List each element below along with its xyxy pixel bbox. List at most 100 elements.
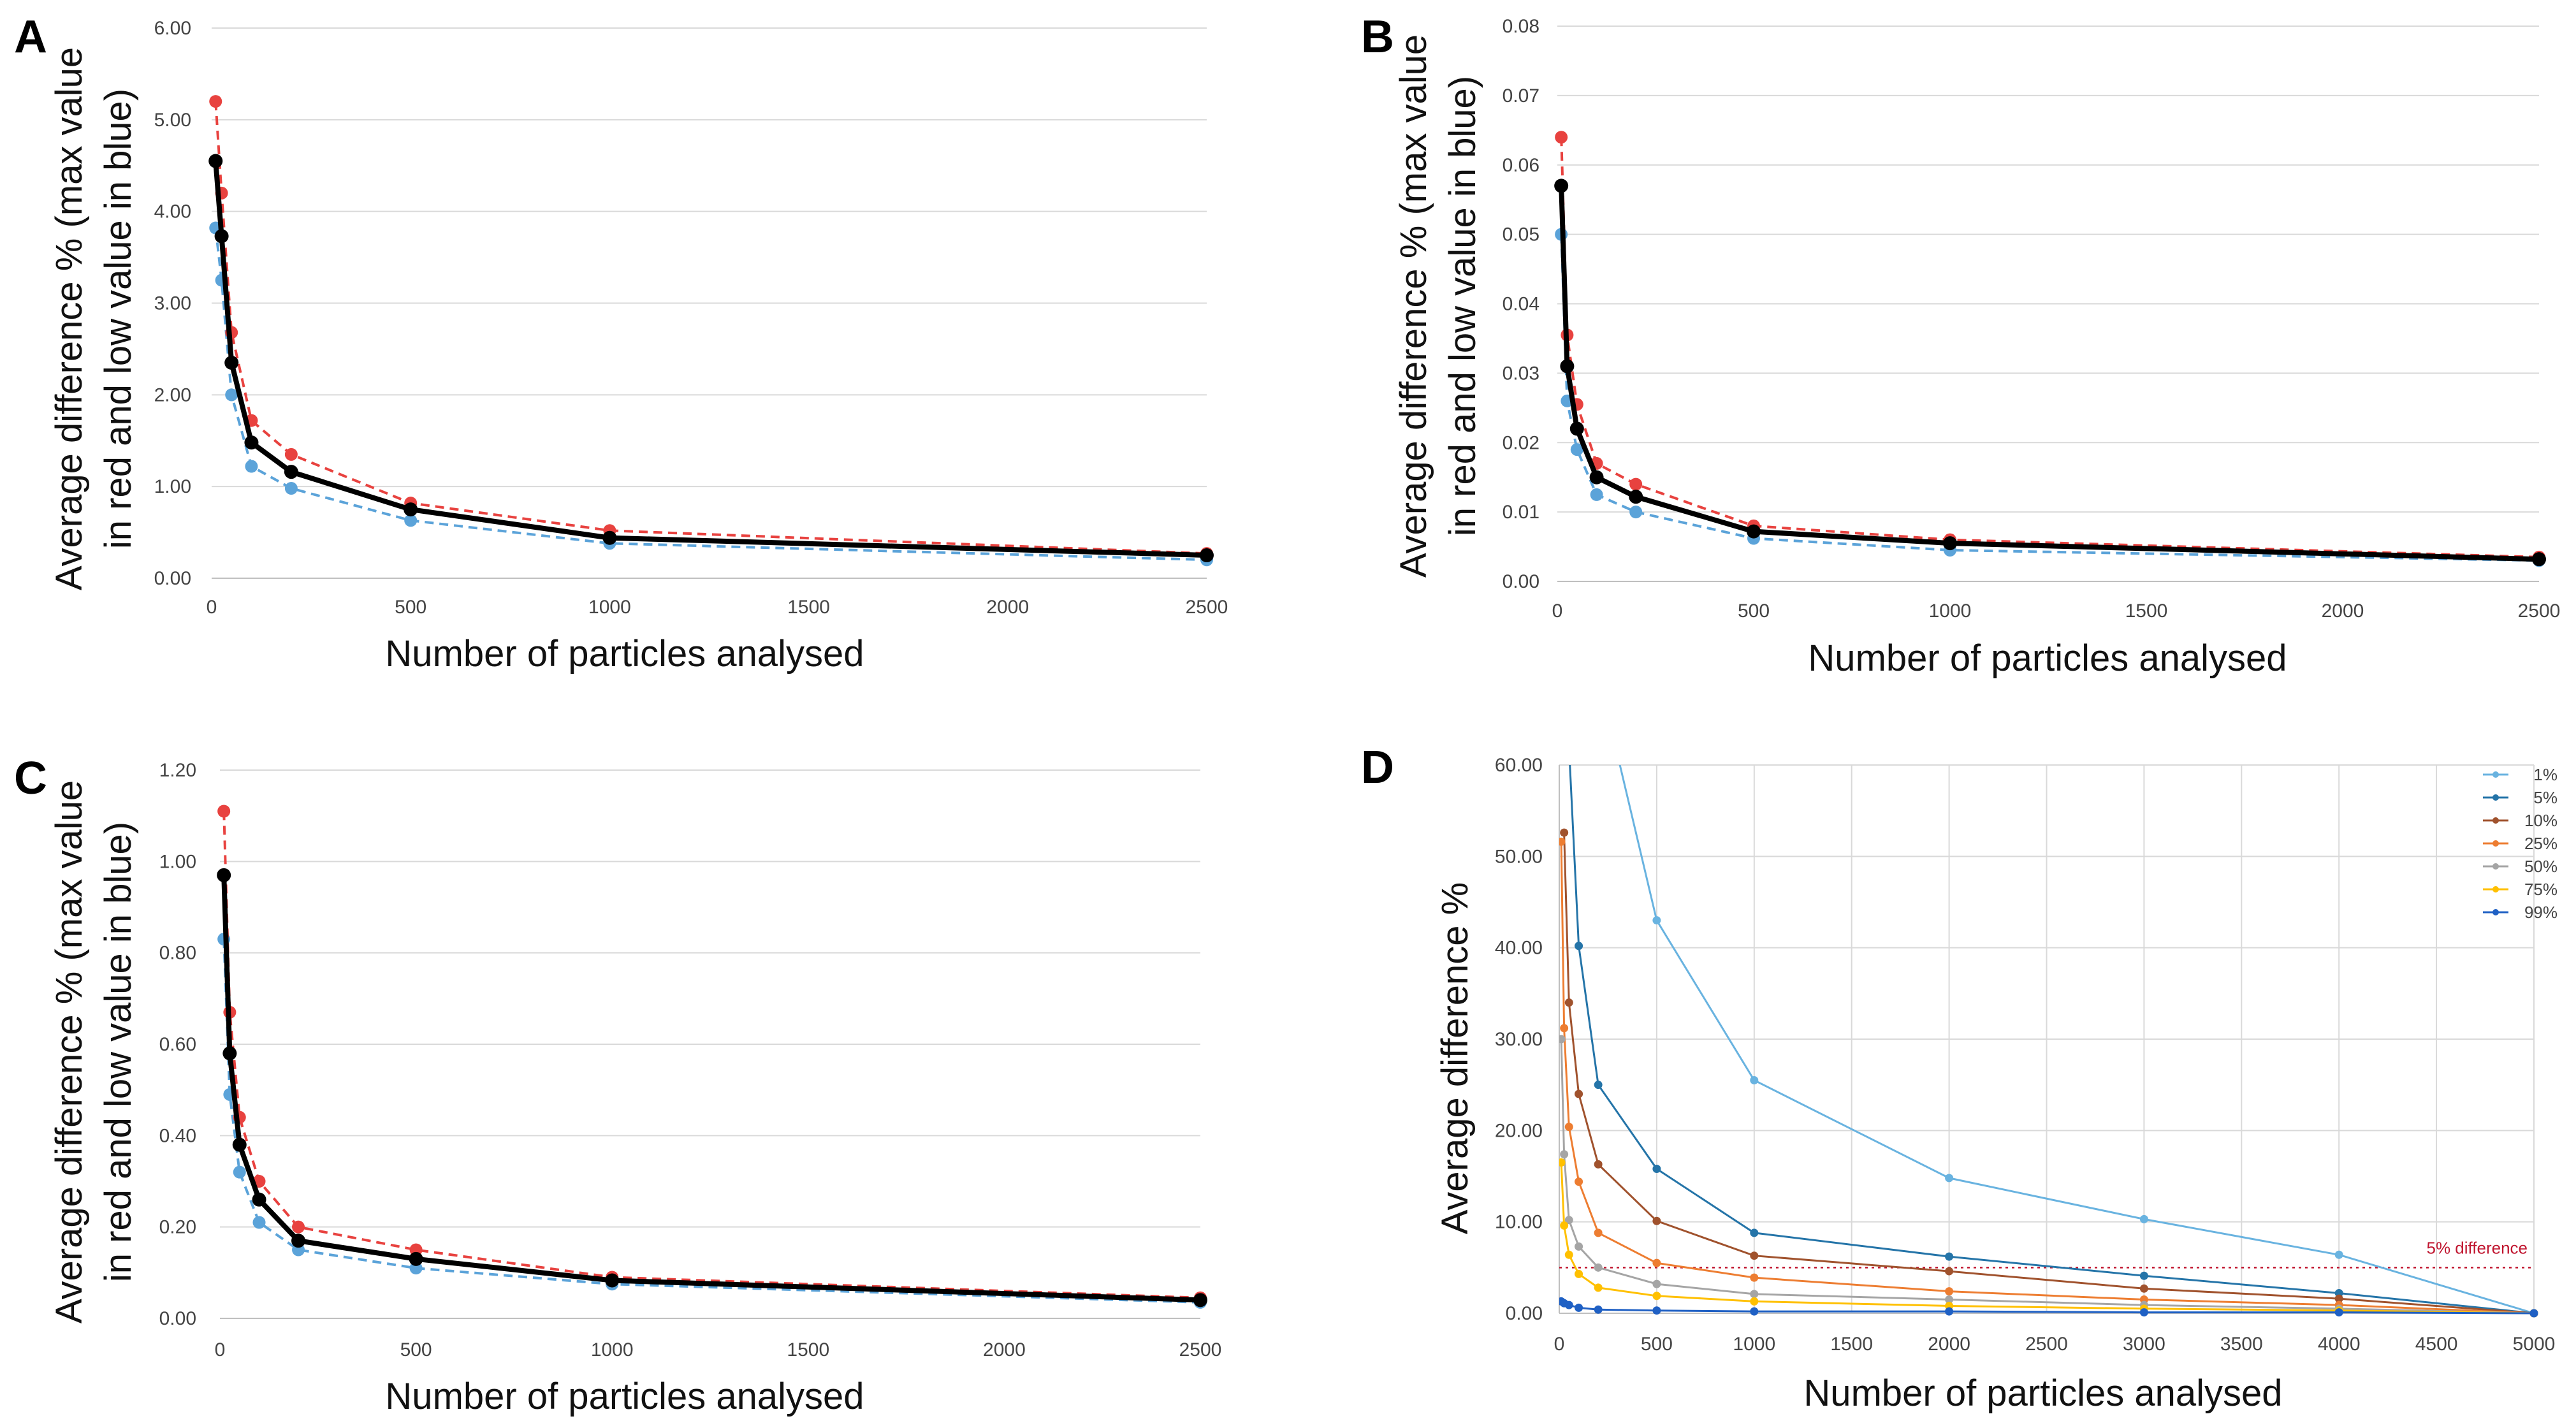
panel-c-x-tick-label: 500 (400, 1339, 432, 1360)
panel-b-y-tick-label: 0.06 (1503, 155, 1539, 176)
panel-c-x-tick-label: 0 (215, 1339, 226, 1360)
panel-d-series-5pct-point (1594, 1081, 1603, 1089)
panel-a-x-tick-label: 1000 (588, 597, 631, 618)
panel-d-series-50pct-point (1560, 1150, 1569, 1159)
panel-b-y-tick-label: 0.08 (1503, 16, 1539, 37)
panel-c-x-axis-title: Number of particles analysed (385, 1376, 864, 1417)
panel-d-series-99pct-point (1750, 1307, 1759, 1316)
panel-d-legend-label: 25% (2524, 834, 2558, 853)
panel-b-series-max-point (1629, 477, 1643, 491)
panel-d-series-10pct-line (1563, 833, 2535, 1315)
panel-c-y-tick-label: 0.60 (159, 1034, 196, 1055)
panel-d-series-99pct-point (1945, 1307, 1954, 1316)
panel-d-series-1pct-point (1594, 669, 1603, 678)
panel-d-series-10pct-point (1564, 998, 1573, 1007)
panel-a-series-average-point (404, 502, 418, 517)
panel-d-series-50pct-point (1652, 1279, 1661, 1288)
panel-d-series-1pct-point (1652, 916, 1661, 925)
panel-d-series-5pct-point (2139, 1271, 2148, 1280)
panel-d-series-5pct-line (1569, 765, 2535, 1315)
panel-d-x-tick-label: 4500 (2415, 1334, 2458, 1355)
panel-d-legend-label: 50% (2524, 857, 2558, 876)
panel-d-series-99pct-point (2529, 1309, 2538, 1318)
panel-c-chart: 0.00 0.20 0.40 0.60 0.80 1.00 1.20 0 500 1000 150… (48, 760, 1221, 1417)
panel-d-series-10pct-point (1652, 1216, 1661, 1225)
panel-d-legend-swatch-marker (2492, 794, 2499, 801)
panel-a-y-tick-label: 6.00 (154, 18, 191, 39)
panel-d-y-tick-label: 50.00 (1495, 846, 1543, 867)
panel-d-series-75pct-point (1594, 1283, 1603, 1292)
panel-c-series-average-point (409, 1251, 423, 1266)
panel-d-series-99pct-point (1594, 1305, 1603, 1314)
panel-d-legend-swatch-marker (2492, 771, 2499, 778)
panel-c-y-tick-label: 0.20 (159, 1217, 196, 1238)
panel-d-series-99pct-point (1564, 1300, 1573, 1309)
panel-d-series-25pct-point (1560, 1024, 1569, 1033)
panel-a-y-ticks: 0.00 1.00 2.00 3.00 4.00 5.00 6.00 (154, 18, 191, 589)
panel-b-x-tick-label: 2000 (2322, 601, 2364, 622)
panel-b-x-tick-label: 1500 (2125, 601, 2168, 622)
panel-b-series-low-point (1629, 506, 1643, 519)
panel-c-gridlines (220, 769, 1200, 1319)
panel-d-series-1pct-point (2139, 1214, 2148, 1223)
panel-b-series-average-point (2532, 552, 2546, 567)
panel-d-series-10pct-point (2334, 1294, 2343, 1303)
panel-c-y-axis-title-line1: Average difference % (max value (48, 780, 90, 1323)
panel-d-series-25pct-point (1945, 1287, 1954, 1296)
panel-b-series-average-point (1569, 421, 1584, 436)
panel-a-y-tick-label: 4.00 (154, 201, 191, 222)
panel-d-y-tick-label: 20.00 (1495, 1120, 1543, 1141)
panel-b-y-tick-label: 0.07 (1503, 85, 1539, 106)
panel-label-d: D (1361, 742, 1394, 793)
panel-d-x-tick-label: 2500 (2025, 1334, 2068, 1355)
panel-d-series-75pct-point (1559, 1158, 1566, 1167)
panel-b-series-average-point (1629, 490, 1643, 504)
panel-c-y-tick-label: 0.00 (159, 1308, 196, 1329)
panel-d-series-25pct-point (1575, 1177, 1583, 1186)
panel-d-x-ticks: 0 500 1000 1500 2000 2500 3000 3500 4000 4500 5000 (1554, 1334, 2556, 1355)
panel-a-series-low-point (225, 388, 238, 402)
panel-a-series-average-point (602, 530, 617, 545)
panel-d-series-25pct-point (1559, 837, 1566, 846)
panel-d-series-75pct-point (1560, 1221, 1569, 1230)
panel-b-series-average-point (1589, 470, 1604, 484)
panel-d-series-50pct-line (1560, 1038, 2535, 1315)
panel-a-x-tick-label: 0 (207, 597, 217, 618)
panel-a-y-tick-label: 1.00 (154, 476, 191, 497)
panel-d-series-1pct-point (1750, 1076, 1759, 1084)
panel-d-series-5pct-point (1945, 1252, 1954, 1261)
panel-d-series-50pct-point (1750, 1290, 1759, 1299)
panel-b-series-low-point (1570, 443, 1583, 456)
panel-c-series-low-point (252, 1216, 266, 1229)
panel-d-series-25pct-point (1594, 1228, 1603, 1237)
panel-d-series-1pct-line (1619, 765, 2535, 1315)
panel-d-threshold: 5% difference (1559, 1238, 2534, 1269)
panel-c-y-ticks: 0.00 0.20 0.40 0.60 0.80 1.00 1.20 (159, 760, 196, 1329)
panel-c-series (217, 805, 1207, 1309)
panel-a-y-tick-label: 3.00 (154, 293, 191, 314)
panel-d-x-tick-label: 500 (1641, 1334, 1673, 1355)
panel-c-series-low-point (233, 1165, 246, 1179)
panel-a-series-average-line (213, 161, 1207, 558)
panel-b-x-tick-label: 2500 (2518, 601, 2561, 622)
panel-d-chart: 0.00 10.00 20.00 30.00 40.00 50.00 60.00 0 500 1… (1434, 669, 2558, 1414)
panel-d-series-99pct-point (2139, 1308, 2148, 1317)
panel-b-series-average-line (1559, 186, 2540, 562)
panel-d-series-50pct-point (1945, 1295, 1954, 1304)
panel-d-series-10pct-point (1594, 1160, 1603, 1169)
panel-d-series-50pct-point (1594, 1263, 1603, 1272)
panel-d-series-75pct-line (1560, 1162, 2535, 1315)
panel-d-series-25pct-point (1564, 1123, 1573, 1132)
panel-c-y-tick-label: 1.00 (159, 851, 196, 872)
panel-a-series-average-point (224, 355, 239, 370)
panel-b-series-max-line (1560, 137, 2540, 558)
panel-a-x-tick-label: 2500 (1186, 597, 1228, 618)
panel-d-series-75pct-point (1652, 1292, 1661, 1300)
panel-c-y-tick-label: 0.80 (159, 943, 196, 964)
panel-d-series-99pct-point (2334, 1308, 2343, 1317)
panel-d-series-25pct-point (1652, 1258, 1661, 1267)
panel-d-legend-label: 5% (2533, 788, 2558, 807)
panel-a-series-low-point (284, 482, 298, 495)
panel-d-y-axis-title: Average difference % (1434, 882, 1476, 1234)
panel-d-series-5pct-point (1565, 743, 1573, 751)
